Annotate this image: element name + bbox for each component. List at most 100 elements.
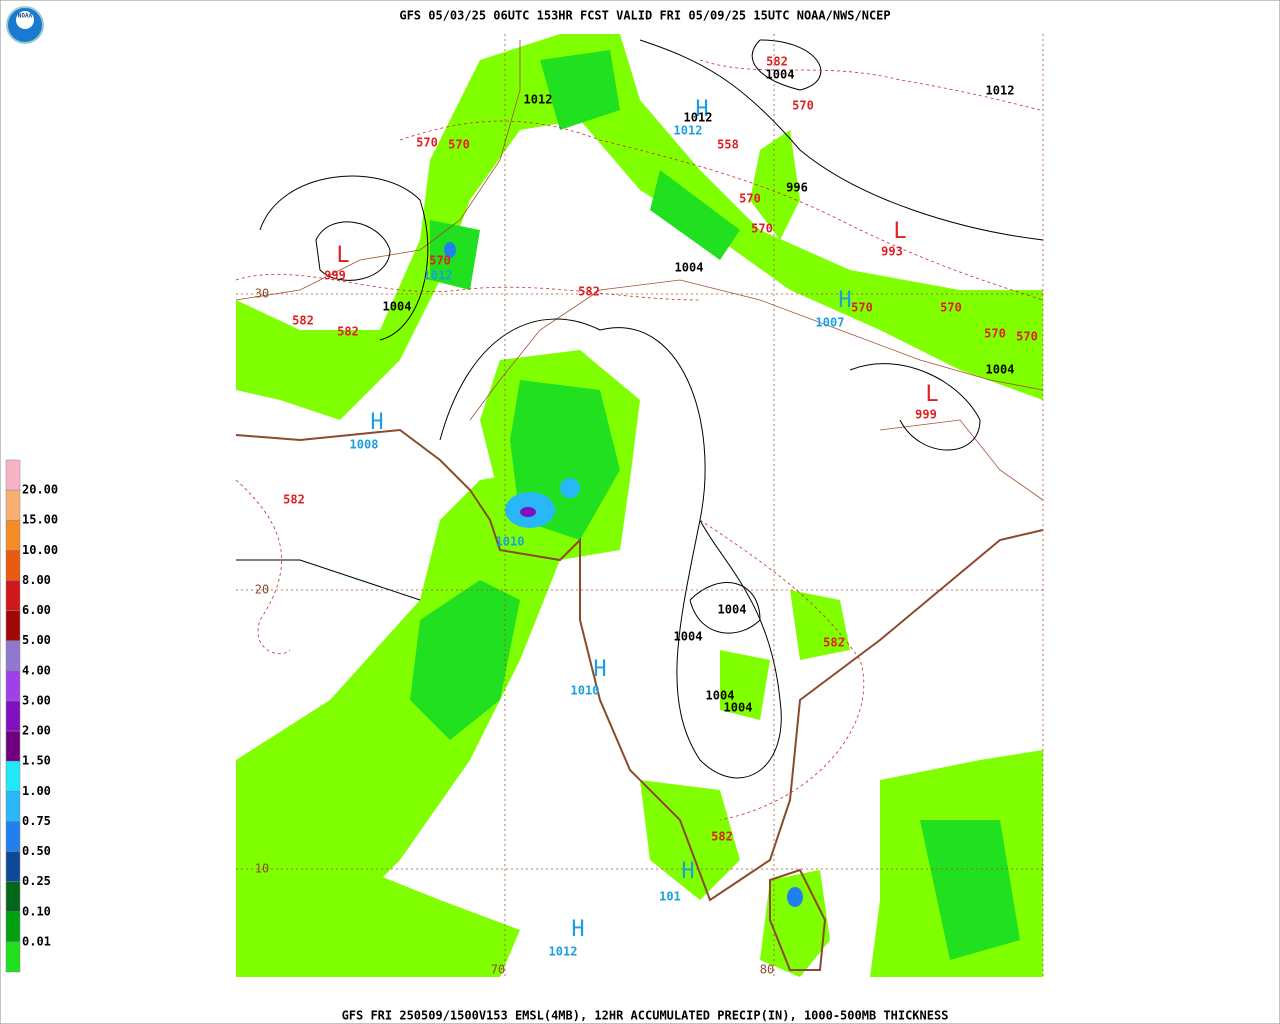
high-symbol: H — [681, 859, 694, 884]
thickness-label: 570 — [792, 99, 814, 113]
thickness-label: 582 — [578, 285, 600, 299]
precip-area — [720, 650, 770, 720]
high-pressure: 1012 — [674, 124, 703, 138]
precip-cell — [444, 242, 456, 258]
precip-area — [920, 820, 1020, 960]
precip-area — [236, 860, 520, 977]
high-symbol: H — [370, 410, 383, 435]
legend-label: 1.50 — [22, 754, 51, 768]
high-symbol: H — [571, 917, 584, 942]
thickness-label: 570 — [851, 301, 873, 315]
low-pressure: 999 — [324, 269, 346, 283]
low-symbol: L — [893, 219, 906, 244]
high-pressure: 1007 — [816, 316, 845, 330]
legend-swatch — [5, 851, 21, 882]
map: H1012H1007H1008H1010H1012H10110101012L99… — [235, 34, 1044, 977]
legend-label: 2.00 — [22, 724, 51, 738]
isobar — [236, 559, 421, 601]
logo-text: NOAA — [18, 13, 33, 20]
precip-area — [640, 780, 740, 900]
header-title: GFS 05/03/25 06UTC 153HR FCST VALID FRI … — [399, 9, 890, 23]
footer-caption: GFS FRI 250509/1500V153 EMSL(4MB), 12HR … — [342, 1009, 949, 1023]
thickness-label: 582 — [823, 636, 845, 650]
isobar — [599, 327, 782, 779]
thickness-label: 570 — [940, 301, 962, 315]
thickness-label: 570 — [429, 254, 451, 268]
high-symbol: H — [838, 288, 851, 313]
isobar-label: 1012 — [524, 93, 553, 107]
isobar — [259, 175, 429, 341]
precip-area — [650, 170, 740, 260]
legend-swatch — [5, 881, 21, 913]
isobar — [751, 39, 822, 91]
thickness-label: 570 — [1016, 330, 1038, 344]
precip-area — [236, 34, 1043, 420]
legend-label: 20.00 — [22, 483, 58, 497]
high-pressure: 1012 — [549, 945, 578, 959]
precip-area — [430, 220, 480, 290]
low-symbol: L — [925, 382, 938, 407]
legend-label: 10.00 — [22, 543, 58, 557]
logo-bird — [16, 11, 34, 29]
isobars — [236, 39, 1044, 779]
grid-label: 20 — [255, 583, 269, 597]
legend-label: 15.00 — [22, 513, 58, 527]
thickness-label: 570 — [416, 136, 438, 150]
isobar — [849, 363, 981, 451]
precip-medium — [410, 50, 1020, 960]
precip-area — [750, 130, 800, 240]
precip-cell — [520, 507, 536, 517]
thickness-label: 582 — [283, 493, 305, 507]
isobar-label: 1012 — [986, 84, 1015, 98]
legend-swatch — [5, 941, 21, 973]
legend-swatch — [5, 700, 21, 732]
low-pressure: 999 — [915, 408, 937, 422]
thickness-line — [699, 519, 865, 821]
isobar-label: 1004 — [718, 603, 747, 617]
coast-path — [769, 868, 827, 971]
low-symbol: L — [336, 243, 349, 268]
thickness-label: 582 — [766, 55, 788, 69]
precip-heavy — [444, 242, 803, 907]
isobar-label: 1004 — [675, 261, 704, 275]
isobar — [439, 318, 601, 441]
legend-swatch — [5, 489, 21, 521]
border-path — [469, 279, 1044, 421]
coastline — [235, 428, 1044, 971]
isobar — [639, 39, 1044, 241]
grid-label: 70 — [491, 963, 505, 977]
legend-swatch — [5, 670, 21, 702]
legend-swatch — [5, 580, 21, 611]
thickness-label: 570 — [984, 327, 1006, 341]
legend-swatch — [5, 821, 21, 852]
legend-swatch — [5, 610, 21, 641]
precip-cell — [560, 478, 580, 498]
legend-label: 0.01 — [22, 934, 51, 948]
isobar-label: 1012 — [684, 111, 713, 125]
border-path — [235, 40, 521, 301]
isobar-label: 1004 — [383, 300, 412, 314]
thickness-label: 582 — [292, 314, 314, 328]
graticule — [236, 34, 1044, 977]
borders — [235, 40, 1044, 501]
high-pressure: 101 — [659, 890, 681, 904]
thickness-line — [699, 59, 1041, 111]
high-pressure: 1010 — [571, 684, 600, 698]
coast-path — [235, 428, 1044, 902]
legend-swatch — [5, 911, 21, 943]
low-pressure: 993 — [881, 245, 903, 259]
legend-swatch — [5, 730, 21, 762]
legend-swatch — [5, 791, 21, 822]
high-symbol: H — [593, 657, 606, 682]
legend-swatch — [5, 640, 21, 672]
legend-label: 5.00 — [22, 633, 51, 647]
precip-area — [410, 580, 520, 740]
isobar-label: 1004 — [706, 689, 735, 703]
isobar-label: 1004 — [986, 363, 1015, 377]
isobar-label: 1004 — [674, 630, 703, 644]
legend-swatch — [5, 550, 21, 581]
legend-label: 8.00 — [22, 573, 51, 587]
isobar-label: 1004 — [766, 68, 795, 82]
isobar-label: 996 — [786, 181, 808, 195]
